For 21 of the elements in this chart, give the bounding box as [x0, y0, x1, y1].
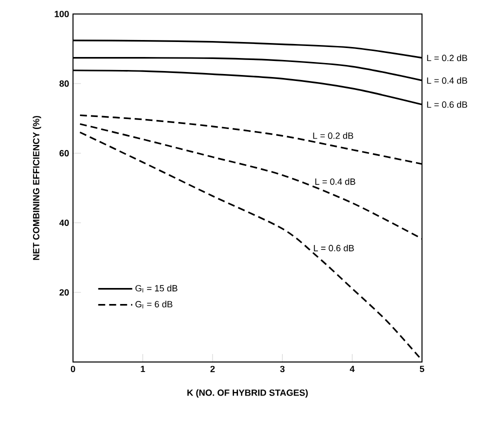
y-tick-label: 100	[54, 10, 69, 18]
y-tick-label: 60	[60, 150, 69, 156]
annotation: L = 0.2 dB	[313, 132, 354, 139]
x-axis-title: K (NO. OF HYBRID STAGES)	[187, 389, 308, 398]
annotation: L = 0.4 dB	[315, 178, 356, 185]
y-tick-label: 20	[60, 289, 69, 296]
x-tick-label: 1	[140, 366, 146, 372]
y-axis-title: NET COMBINING EFFICIENCY (%)	[32, 116, 42, 260]
x-tick-label: 5	[420, 366, 424, 372]
y-tick-label: 80	[59, 80, 69, 87]
y-tick-label: 40	[59, 220, 69, 226]
legend-label: G$_{I}$ = 6 dB	[135, 300, 172, 308]
legend-label: G$_{I}$ = 15 dB	[135, 284, 178, 292]
x-tick-label: 2	[210, 366, 215, 372]
x-tick-label: 3	[280, 366, 285, 372]
annotation: L = 0.2 dB	[427, 54, 468, 62]
annotation: L = 0.6 dB	[427, 101, 468, 108]
annotation: L = 0.4 dB	[427, 77, 468, 84]
x-tick-label: 0	[70, 366, 76, 372]
annotation: L = 0.6 dB	[314, 244, 354, 252]
x-tick-label: 4	[350, 366, 355, 372]
